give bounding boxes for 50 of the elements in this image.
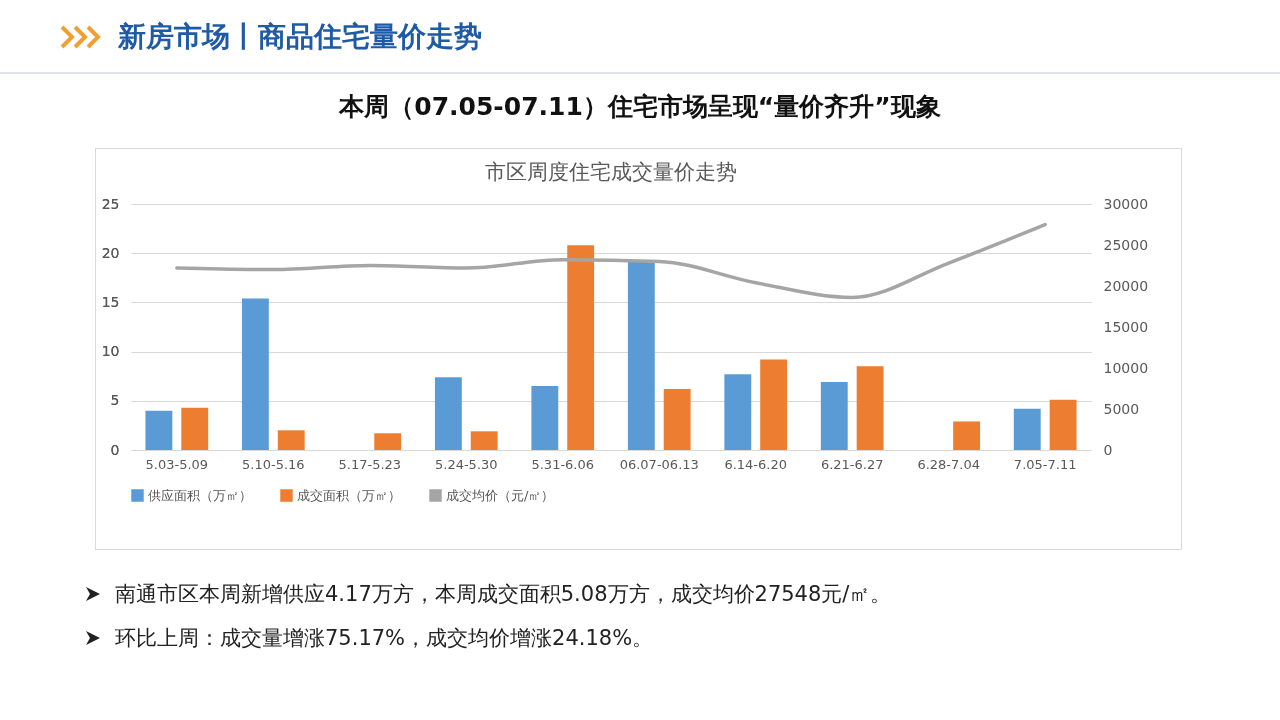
y2-tick-label: 20000 [1103,277,1149,294]
legend-label: 供应面积（万㎡） [148,487,252,503]
y-tick-label: 15 [101,293,120,310]
line-series [175,222,1047,300]
x-tick-label: 5.24-5.30 [434,456,498,472]
legend-label: 成交面积（万㎡） [297,487,401,503]
bar [181,407,209,450]
y2-tick-label: 10000 [1103,359,1149,376]
text: 本周（07.05-07.11）住宅市场呈现“量价齐升”现象 [337,91,942,123]
bar [434,377,462,450]
bar [374,433,402,450]
bar [277,430,305,450]
y-tick-label: 10 [101,343,120,360]
x-tick-label: 5.03-5.09 [145,456,209,472]
x-tick-label: 6.28-7.04 [917,456,980,472]
bar [953,421,981,450]
bar [567,245,595,450]
x-tick-label: 5.17-5.23 [338,456,402,472]
y2-tick-label: 5000 [1103,400,1140,417]
text: 新房市场丨商品住宅量价走势 [118,19,482,55]
y-tick-label: 25 [101,195,120,212]
y2-tick-label: 0 [1103,441,1113,458]
y2-tick-label: 30000 [1103,195,1149,212]
bar [1013,408,1041,450]
x-tick-label: 5.31-6.06 [531,456,595,472]
bar [724,374,752,450]
x-tick-label: 7.05-7.11 [1013,456,1077,472]
bar [760,359,788,450]
bar [531,386,559,450]
text: 环比上周：成交量增涨75.17%，成交均价增涨24.18%。 [115,625,654,652]
bar [241,298,269,450]
chart-title: 市区周度住宅成交量价走势 [485,160,737,184]
text: 南通市区本周新增供应4.17万方，本周成交面积5.08万方，成交均价27548元/㎡。 [115,581,892,608]
y-tick-label: 5 [110,392,120,409]
bar [820,382,848,450]
y-tick-label: 0 [110,441,120,458]
bar [627,261,655,450]
x-tick-label: 6.14-6.20 [724,456,788,472]
bar [856,366,884,450]
x-tick-label: 6.21-6.27 [820,456,884,472]
bar [1049,399,1077,450]
y-tick-label: 20 [101,244,120,261]
bar [663,388,691,450]
y2-tick-label: 15000 [1103,318,1149,335]
x-tick-label: 06.07-06.13 [619,456,699,472]
y2-tick-label: 25000 [1103,236,1149,253]
legend-label: 成交均价（元/㎡） [446,487,555,503]
x-tick-label: 5.10-5.16 [242,456,305,472]
bar [470,431,498,450]
bar [145,410,173,450]
